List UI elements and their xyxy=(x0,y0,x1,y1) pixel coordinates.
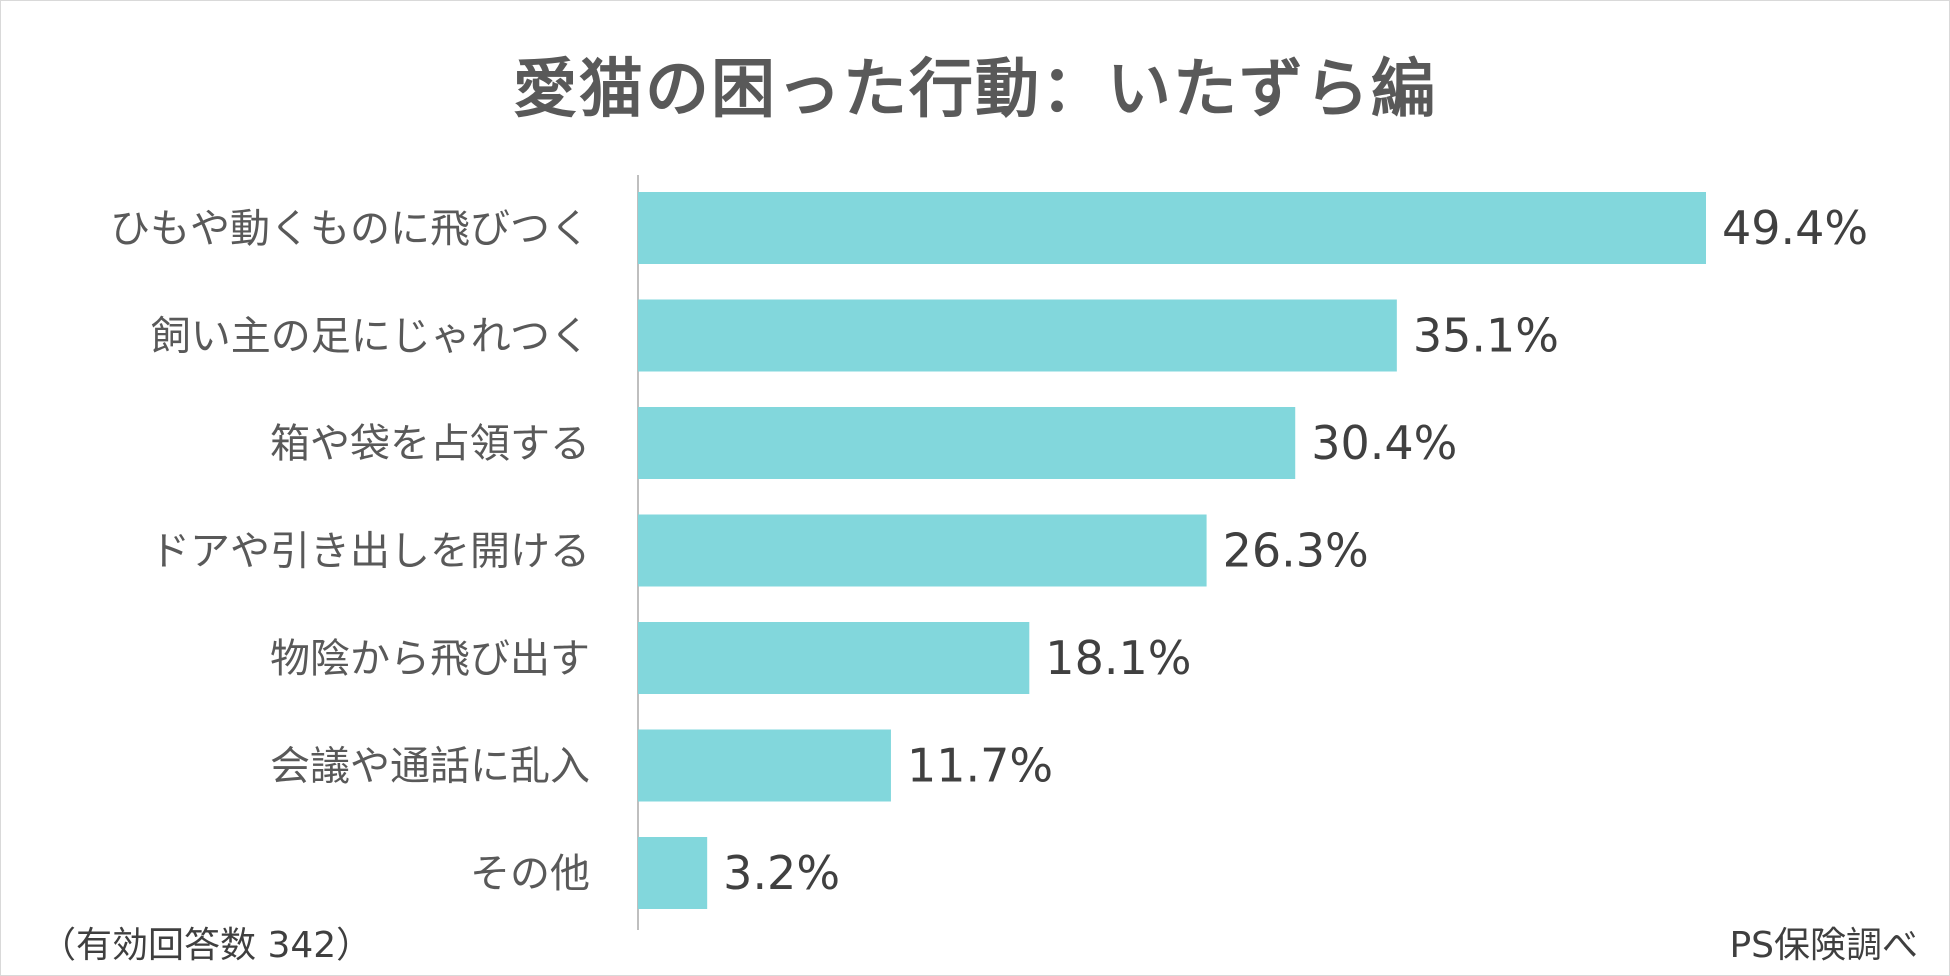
bar xyxy=(638,837,708,909)
category-label: ドアや引き出しを開ける xyxy=(150,529,590,575)
data-label: 11.7% xyxy=(907,739,1053,793)
data-label: 30.4% xyxy=(1311,416,1457,470)
bar xyxy=(638,729,891,802)
data-label: 18.1% xyxy=(1045,631,1191,685)
bar xyxy=(638,622,1030,694)
sample-size-note: （有効回答数 342） xyxy=(40,925,373,966)
data-label: 49.4% xyxy=(1722,201,1868,255)
bar xyxy=(638,299,1397,372)
category-label: 飼い主の足にじゃれつく xyxy=(151,314,590,360)
source-note: PS保険調べ xyxy=(1729,925,1918,966)
bar xyxy=(638,407,1296,479)
data-label: 3.2% xyxy=(723,846,840,900)
data-label: 26.3% xyxy=(1223,524,1369,578)
chart-title: 愛猫の困った行動：いたずら編 xyxy=(513,53,1437,127)
category-label: 物陰から飛び出す xyxy=(270,636,590,682)
data-label: 35.1% xyxy=(1413,309,1559,363)
bar xyxy=(638,192,1706,264)
category-label: ひもや動くものに飛びつく xyxy=(110,206,590,252)
bar xyxy=(638,514,1207,587)
category-label: その他 xyxy=(470,851,590,897)
category-label: 会議や通話に乱入 xyxy=(270,744,590,790)
category-label: 箱や袋を占領する xyxy=(270,421,590,467)
